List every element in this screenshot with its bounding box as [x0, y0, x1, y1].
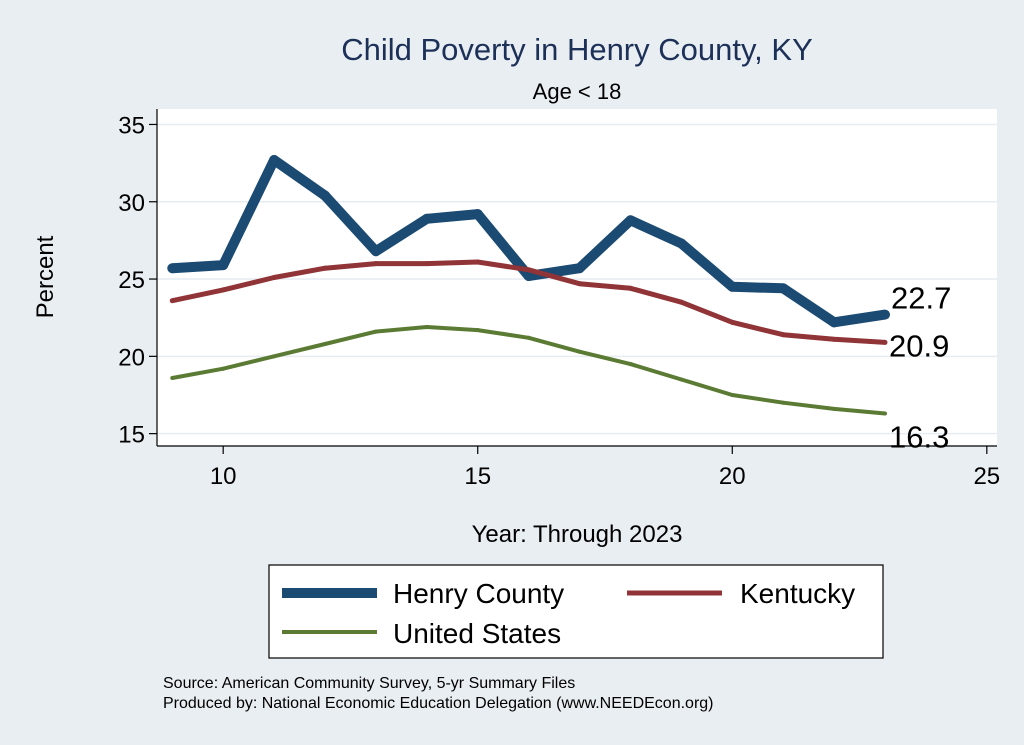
legend-label-united-states: United States	[393, 618, 561, 649]
source-note: Source: American Community Survey, 5-yr …	[163, 675, 575, 692]
end-label-kentucky: 20.9	[889, 328, 949, 363]
data-point-united-states	[170, 375, 175, 380]
data-point-henry-county	[625, 215, 636, 226]
y-tick-label: 20	[118, 344, 145, 371]
end-labels: 22.7 20.9 16.3	[889, 281, 951, 455]
data-point-kentucky	[831, 336, 837, 342]
data-point-united-states	[832, 406, 837, 411]
series-lines	[167, 155, 890, 416]
data-point-kentucky	[577, 281, 583, 287]
data-point-united-states	[424, 324, 429, 329]
data-point-united-states	[323, 341, 327, 346]
data-point-united-states	[577, 349, 582, 354]
y-tick-label: 30	[118, 190, 145, 217]
data-point-united-states	[730, 392, 735, 397]
data-point-kentucky	[780, 332, 786, 338]
legend-box	[268, 564, 884, 659]
data-point-kentucky	[729, 319, 735, 325]
data-point-united-states	[679, 377, 684, 382]
data-point-kentucky	[220, 287, 226, 293]
data-point-henry-county	[574, 263, 585, 274]
x-tick-label: 25	[973, 463, 1000, 490]
gridlines	[157, 123, 997, 435]
chart-title: Child Poverty in Henry County, KY	[341, 32, 813, 67]
data-point-henry-county	[218, 260, 229, 271]
data-point-united-states	[526, 335, 531, 340]
data-point-united-states	[883, 411, 887, 416]
data-point-henry-county	[778, 283, 789, 294]
y-tick-label: 25	[118, 267, 145, 294]
data-point-henry-county	[320, 190, 330, 201]
data-point-kentucky	[475, 259, 481, 265]
x-axis-label: Year: Through 2023	[472, 521, 683, 548]
legend-label-kentucky: Kentucky	[740, 578, 855, 609]
data-point-united-states	[628, 362, 633, 367]
data-point-henry-county	[167, 263, 178, 274]
legend-label-henry-county: Henry County	[393, 578, 564, 609]
data-point-united-states	[781, 400, 786, 405]
data-point-kentucky	[169, 298, 175, 304]
data-point-kentucky	[373, 261, 379, 267]
data-point-united-states	[221, 366, 226, 371]
data-point-henry-county	[523, 270, 534, 281]
data-point-henry-county	[472, 209, 483, 220]
y-tick-label: 35	[118, 112, 145, 139]
data-point-henry-county	[421, 213, 432, 224]
data-point-henry-county	[676, 238, 687, 249]
data-point-united-states	[272, 354, 277, 359]
data-point-kentucky	[526, 267, 532, 273]
x-tick-label: 15	[464, 463, 491, 490]
y-axis-label: Percent	[32, 235, 59, 318]
producer-note: Produced by: National Economic Education…	[163, 695, 714, 712]
data-point-henry-county	[829, 317, 840, 328]
x-tick-label: 20	[719, 463, 746, 490]
data-point-united-states	[475, 328, 480, 333]
x-axis: 10 15 20 25	[210, 446, 1000, 490]
end-label-henry-county: 22.7	[891, 281, 951, 316]
legend: Henry County Kentucky United States	[268, 564, 884, 659]
data-point-kentucky	[322, 265, 328, 271]
data-point-henry-county	[269, 155, 280, 166]
y-axis: 15 20 25 30 35	[118, 112, 157, 449]
data-point-henry-county	[370, 246, 381, 257]
data-point-kentucky	[678, 299, 684, 305]
plot-area	[157, 109, 997, 446]
data-point-henry-county	[880, 309, 890, 320]
x-tick-label: 10	[210, 463, 237, 490]
data-point-kentucky	[271, 275, 277, 280]
end-label-united-states: 16.3	[889, 420, 949, 455]
data-point-henry-county	[727, 281, 738, 292]
y-tick-label: 15	[118, 422, 145, 449]
data-point-kentucky	[882, 339, 888, 345]
chart-subtitle: Age < 18	[533, 79, 622, 104]
data-point-kentucky	[424, 261, 430, 267]
data-point-united-states	[373, 329, 378, 334]
data-point-kentucky	[627, 285, 633, 291]
